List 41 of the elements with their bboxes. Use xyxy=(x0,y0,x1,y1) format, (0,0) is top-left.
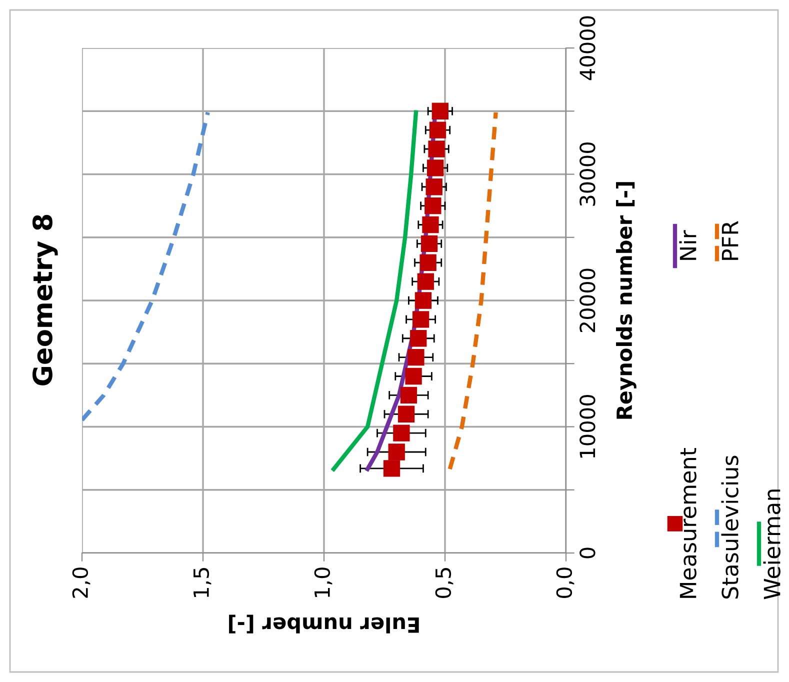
y-tick-label: 10000 xyxy=(580,394,596,458)
point xyxy=(417,273,434,290)
point xyxy=(420,235,438,252)
point xyxy=(426,178,442,196)
x-axis-title: Euler number [-] xyxy=(229,614,419,634)
x-tick-label: 1,5 xyxy=(194,568,212,598)
y-tick-label: 20000 xyxy=(580,268,596,332)
y-axis-title: Reynolds number [-] xyxy=(616,182,636,419)
legend-label: Nir xyxy=(679,230,696,260)
point xyxy=(393,424,410,442)
line-series xyxy=(82,110,210,422)
x-tick-label: 2,0 xyxy=(72,568,90,598)
x-tick-label: 1,0 xyxy=(314,568,332,598)
legend-label: Weierman xyxy=(763,490,780,600)
legend-label: Measurement xyxy=(680,448,696,598)
point xyxy=(426,160,444,176)
legend-label: PFR xyxy=(722,221,738,260)
legend-label: Stasulevicius xyxy=(721,456,738,599)
point xyxy=(412,311,430,328)
point xyxy=(422,216,439,234)
y-tick-label: 40000 xyxy=(580,16,596,80)
point xyxy=(388,444,405,460)
point xyxy=(429,122,446,138)
x-tick-label: 0,0 xyxy=(556,568,574,598)
text: Geometry 8 xyxy=(32,214,58,386)
point xyxy=(400,386,418,404)
point xyxy=(420,254,436,271)
point xyxy=(428,140,445,158)
point xyxy=(408,348,424,366)
point xyxy=(410,330,427,347)
point xyxy=(414,292,432,309)
point xyxy=(405,368,422,385)
y-tick-label: 30000 xyxy=(580,142,596,206)
point xyxy=(383,460,400,477)
x-tick-label: 0,5 xyxy=(435,568,454,598)
line-series xyxy=(332,110,418,472)
point xyxy=(432,102,448,120)
y-tick-label: 0 xyxy=(580,548,596,558)
point xyxy=(398,406,415,422)
line-series xyxy=(448,110,498,472)
point xyxy=(424,197,442,214)
